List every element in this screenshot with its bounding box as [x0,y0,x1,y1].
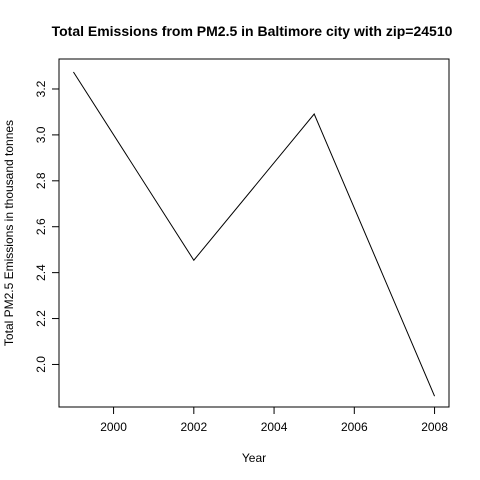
x-tick-label: 2000 [100,420,127,434]
y-tick-label: 3.0 [34,126,48,143]
series-layer [73,71,436,397]
x-axis-label: Year [242,451,266,465]
y-tick-label: 2.8 [34,172,48,189]
y-axis-label: Total PM2.5 Emissions in thousand tonnes [2,120,16,346]
x-tick-label: 2002 [180,420,207,434]
y-tick-label: 2.6 [34,218,48,235]
y-tick-label: 3.2 [34,80,48,97]
x-axis: 2000 2002 2004 2006 2008 [100,406,448,434]
x-tick-label: 2004 [261,420,288,434]
y-axis: 2.0 2.2 2.4 2.6 2.8 3.0 3.2 [34,80,60,373]
plot-frame [58,58,450,408]
y-tick-label: 2.4 [34,264,48,281]
chart-title: Total Emissions from PM2.5 in Baltimore … [52,23,453,39]
x-tick-label: 2006 [341,420,368,434]
series-line [73,71,436,397]
x-tick-label: 2008 [421,420,448,434]
y-tick-label: 2.2 [34,310,48,327]
y-tick-label: 2.0 [34,356,48,373]
